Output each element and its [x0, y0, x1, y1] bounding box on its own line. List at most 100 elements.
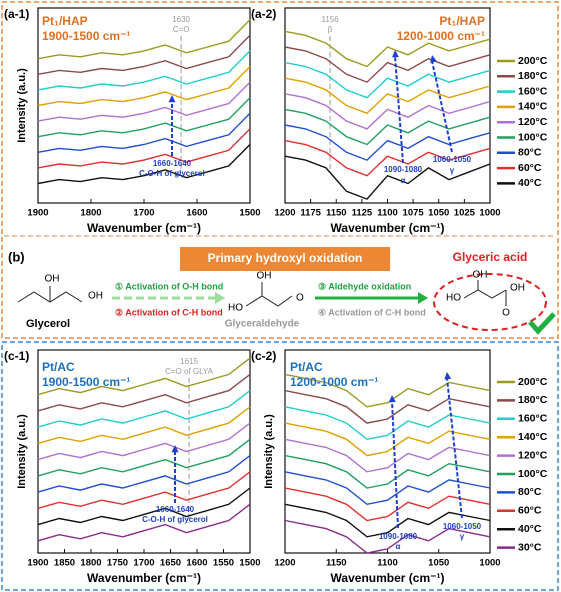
- spectrum: [284, 124, 491, 161]
- arrow: [394, 55, 404, 164]
- legend-label: 180°C: [518, 394, 548, 406]
- panel-label: (b): [8, 249, 25, 264]
- panel-label: (a-1): [4, 7, 29, 21]
- x-tick-label: 1200: [274, 208, 295, 219]
- legend-label: 200°C: [518, 376, 548, 388]
- check: [528, 312, 556, 335]
- legend-label: 30°C: [518, 541, 542, 553]
- group: OH: [473, 270, 488, 281]
- group: HO: [228, 303, 243, 314]
- x-tick-label: 1550: [213, 558, 234, 569]
- spectrum: [37, 373, 251, 412]
- group: OH: [510, 283, 525, 294]
- panel: 1900 1850 1800 1750 1700 1650 1600 1550 1500 Wave…: [4, 349, 261, 585]
- panel-label: (c-1): [4, 349, 29, 363]
- spectrum: [37, 66, 251, 107]
- spectrum: [284, 93, 491, 130]
- x-axis-label: Wavenumber (cm⁻¹): [87, 571, 201, 585]
- annotation: γ: [450, 166, 455, 175]
- spectrum: [284, 454, 491, 489]
- legend-label: 120°C: [518, 116, 548, 128]
- x-tick-label: 1850: [54, 558, 75, 569]
- group: OH: [257, 271, 272, 282]
- legend-label: 200°C: [518, 55, 548, 67]
- spectrum: [284, 30, 491, 68]
- molecule-name: Glycerol: [26, 318, 70, 330]
- marker-text: C=O: [173, 25, 190, 34]
- legend-label: 160°C: [518, 413, 548, 425]
- panel-title: Pt/AC: [290, 360, 323, 374]
- marker-value: 1630: [172, 15, 190, 24]
- spectrum: [37, 144, 251, 185]
- spectrum: [37, 50, 251, 91]
- panel-subtitle: 1900-1500 cm⁻¹: [42, 375, 130, 389]
- group: OH: [88, 291, 103, 302]
- x-tick-label: 1125: [352, 208, 373, 219]
- panel-subtitle: 1200-1000 cm⁻¹: [397, 29, 485, 43]
- bottom-frame: [1, 341, 559, 591]
- spectrum: [37, 390, 251, 428]
- annotation: α: [401, 176, 406, 185]
- step: ④ Activation of C-H bond: [318, 307, 426, 317]
- x-tick-label: 1650: [160, 558, 181, 569]
- panel-title: Pt/AC: [42, 360, 75, 374]
- arrow: [431, 60, 453, 153]
- spectrum: [37, 19, 251, 60]
- x-tick-label: 1200: [274, 558, 295, 569]
- step: ① Activation of O-H bond: [115, 281, 223, 291]
- arrow: [446, 377, 463, 519]
- x-tick-label: 1050: [428, 208, 449, 219]
- legend-label: 140°C: [518, 431, 548, 443]
- annotation: 1660-1640: [153, 159, 192, 168]
- spectrum: [37, 422, 251, 461]
- spectrum: [284, 487, 491, 522]
- legend-label: 80°C: [518, 486, 542, 498]
- marker-value: 1615: [180, 357, 198, 366]
- panel-label: (a-2): [251, 7, 276, 21]
- x-tick-label: 1150: [326, 208, 347, 219]
- legend-label: 140°C: [518, 101, 548, 113]
- spectrum: [284, 108, 491, 146]
- legend-label: 100°C: [518, 131, 548, 143]
- x-tick-label: 1000: [479, 558, 500, 569]
- panel: 1200 1175 1150 1125 1100 1075 1050 1025 1000Wave…: [251, 7, 548, 235]
- panel-title: Pt₁/HAP: [439, 14, 485, 28]
- legend-label: 180°C: [518, 70, 548, 82]
- spectrum: [284, 61, 491, 99]
- y-axis-label: Intensity (a.u.): [16, 68, 28, 143]
- spectrum: [284, 373, 491, 408]
- group: HO: [446, 293, 461, 304]
- bond: [245, 295, 293, 307]
- spectrum: [37, 34, 251, 75]
- x-tick-label: 1900: [27, 558, 48, 569]
- spectrum: [284, 155, 491, 200]
- legend-label: 40°C: [518, 177, 542, 189]
- spectrum: [284, 46, 491, 83]
- x-axis-label: Wavenumber (cm⁻¹): [331, 221, 445, 235]
- x-tick-label: 1800: [80, 208, 101, 219]
- x-tick-label: 1100: [377, 208, 398, 219]
- annotation: 1060-1050: [433, 155, 472, 164]
- x-tick-label: 1700: [133, 558, 154, 569]
- annotation: α: [396, 542, 401, 551]
- spectrum: [37, 128, 251, 169]
- x-tick-label: 1700: [133, 208, 154, 219]
- arrow-head: [388, 395, 396, 403]
- panel: 1200 1150 1100 1050 1000 Wavenumber (cm⁻¹) Int…: [251, 349, 548, 585]
- panel-subtitle: 1900-1500 cm⁻¹: [42, 29, 130, 43]
- spectrum: [37, 97, 251, 138]
- spectrum: [37, 81, 251, 122]
- x-tick-label: 1025: [454, 208, 476, 219]
- spectrum: [284, 471, 491, 506]
- arrow-head: [168, 95, 176, 103]
- x-tick-label: 1000: [479, 208, 500, 219]
- x-tick-label: 1075: [403, 208, 425, 219]
- panel-subtitle: 1200-1000 cm⁻¹: [290, 375, 378, 389]
- scheme: (b) Primary hydroxyl oxidation Glyceric …: [8, 247, 556, 335]
- spectrum: [284, 438, 491, 473]
- spectrum: [37, 503, 251, 542]
- spectrum: [284, 519, 491, 554]
- group: O: [296, 293, 304, 304]
- annotation: 1090-1080: [379, 532, 418, 541]
